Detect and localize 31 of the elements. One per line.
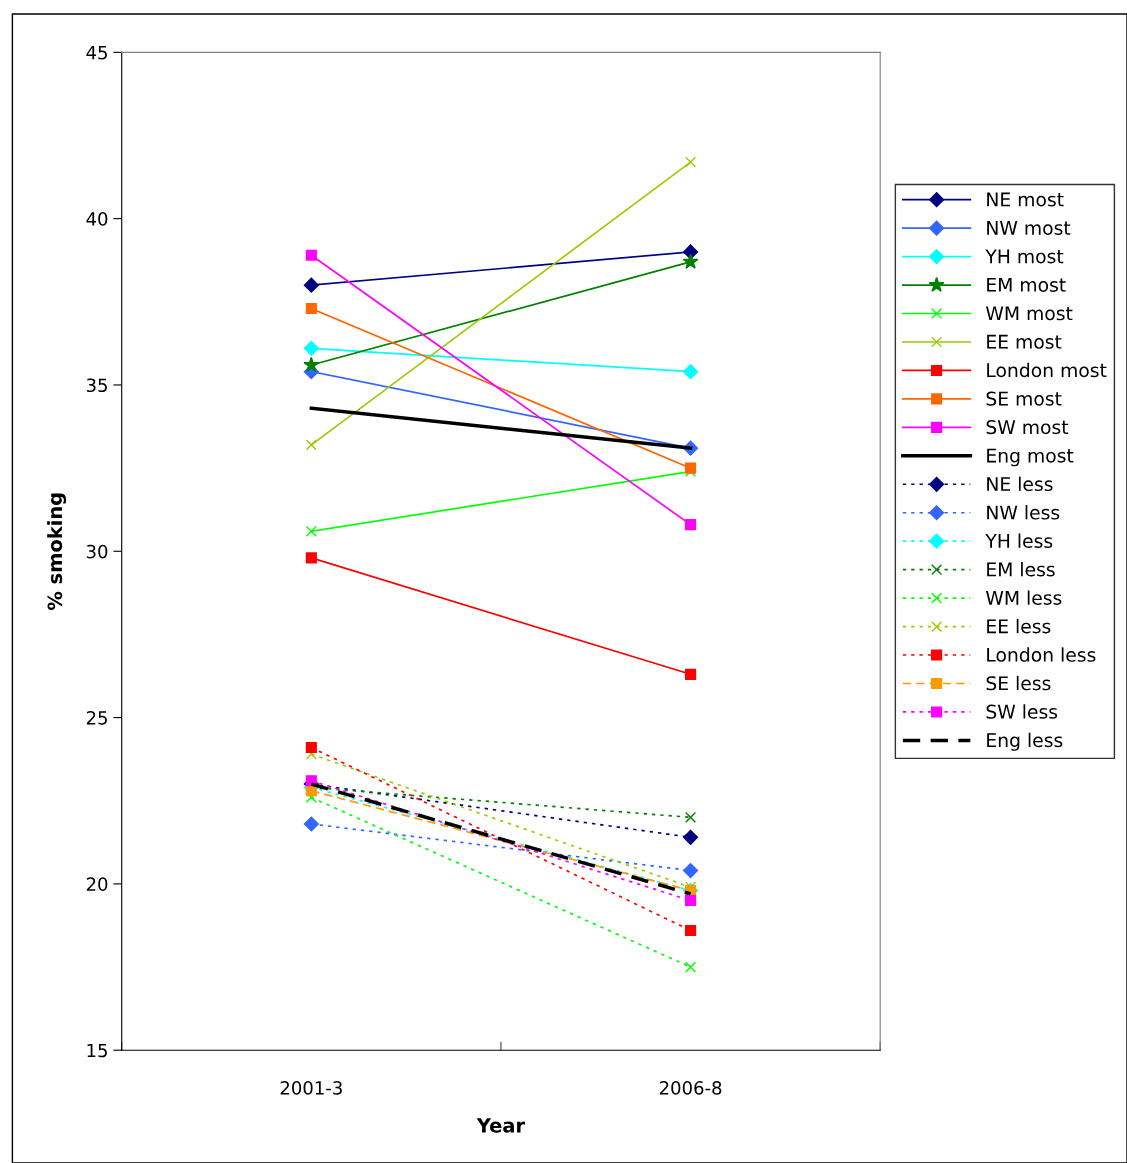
legend-label: EM less <box>987 561 1055 577</box>
legend-label: WM less <box>985 590 1062 605</box>
y-tick-label: 30 <box>86 544 108 559</box>
legend-label: NE most <box>987 192 1064 207</box>
y-tick-label: 45 <box>86 46 107 60</box>
legend-label: SE most <box>986 391 1062 406</box>
legend-label: EM most <box>987 277 1066 292</box>
x-tick-label: 2006-8 <box>659 1081 722 1095</box>
legend-label: Eng less <box>987 732 1063 751</box>
legend-label: EE most <box>987 334 1062 349</box>
x-tick-label: 2001-3 <box>280 1081 342 1095</box>
legend-label: NW most <box>987 221 1071 235</box>
legend-label: WM most <box>985 306 1073 321</box>
legend-label: SE less <box>986 675 1051 691</box>
legend-label: EE less <box>987 618 1051 634</box>
legend-label: YH less <box>985 533 1053 549</box>
y-tick-label: 25 <box>86 711 107 725</box>
legend-label: SW most <box>986 420 1069 435</box>
legend-label: London most <box>987 362 1107 378</box>
y-tick-label: 35 <box>86 378 107 393</box>
y-tick-label: 15 <box>87 1043 107 1058</box>
legend-label: NW less <box>987 505 1060 520</box>
x-axis-title: Year <box>476 1118 525 1133</box>
legend-label: Eng most <box>987 448 1074 467</box>
y-axis-title: % smoking <box>47 493 67 611</box>
y-tick-label: 20 <box>86 877 108 891</box>
legend-label: NE less <box>987 476 1053 492</box>
y-tick-label: 40 <box>86 212 108 226</box>
legend-label: YH most <box>985 249 1064 264</box>
legend-label: London less <box>987 647 1096 662</box>
legend-label: SW less <box>986 704 1058 719</box>
